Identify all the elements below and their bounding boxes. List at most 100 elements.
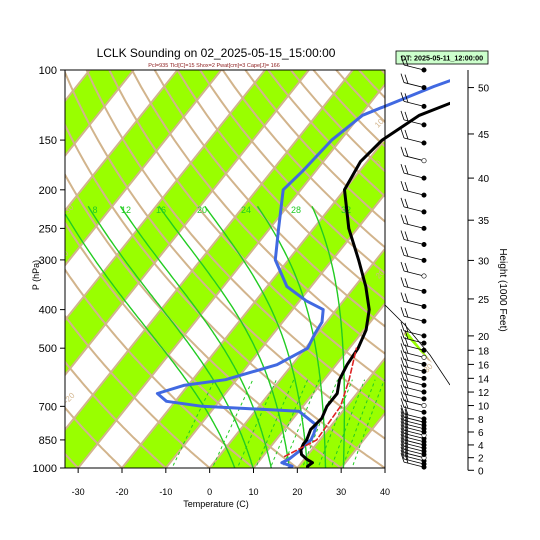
wind-barb-flag	[404, 215, 409, 225]
wind-barb-flag	[400, 408, 405, 418]
wind-barb-station	[421, 158, 427, 164]
wind-barb-flag	[400, 230, 405, 240]
wind-barb-station	[421, 318, 427, 324]
moist-adiabat-line	[204, 205, 309, 468]
temperature-line	[299, 101, 450, 468]
wind-barb-staff	[403, 206, 425, 213]
x-tick-label: -20	[115, 487, 128, 497]
wind-barb-flag	[400, 446, 405, 456]
moist-adiabat-line	[256, 205, 327, 468]
height-tick-label: 16	[478, 360, 490, 371]
wind-barb-staff	[403, 426, 425, 433]
height-tick-label: 35	[478, 216, 490, 227]
parcel-line	[283, 347, 358, 458]
dry-adiabat-line	[176, 70, 450, 350]
y-tick-label: 500	[39, 343, 57, 355]
height-tick-label: 30	[478, 256, 490, 267]
wind-barb-staff	[403, 386, 425, 393]
wind-barb-flag	[404, 444, 409, 454]
wind-barb-staff	[403, 301, 425, 307]
wind-barb-flag	[400, 292, 405, 302]
wind-barb-flag	[400, 449, 405, 460]
wind-barb-station	[421, 242, 427, 248]
green-band	[65, 70, 397, 468]
wind-barb-staff	[403, 82, 425, 88]
wind-barb-station	[421, 333, 427, 339]
x-axis-label: Temperature (C)	[183, 499, 249, 509]
height-tick-label: 4	[478, 441, 484, 452]
height-tick-label: 8	[478, 415, 484, 426]
wind-barb-station	[421, 375, 427, 381]
wind-barb-flag	[400, 128, 405, 139]
wind-barb-staff	[403, 416, 425, 423]
wind-barb-flag	[404, 182, 409, 192]
wind-barb-staff	[403, 330, 425, 337]
wind-barb-flag	[400, 417, 405, 428]
wind-barb-station	[421, 192, 427, 198]
y-tick-label: 150	[39, 135, 57, 147]
wind-barb-flag	[404, 198, 409, 209]
mixing-ratio-line	[330, 379, 366, 468]
wind-barb-flag	[400, 414, 405, 424]
wind-barb-station	[421, 354, 427, 360]
wind-barb-flag	[400, 434, 405, 444]
wind-barb-flag	[400, 364, 405, 374]
wind-barb-station	[421, 288, 427, 294]
wind-barb-staff	[403, 64, 425, 71]
y-tick-label: 700	[39, 401, 57, 413]
moist-adiabat-label: 20	[197, 205, 207, 215]
height-tick-label: 40	[478, 174, 490, 185]
wind-barb-staff	[403, 359, 425, 365]
y-axis-label: P (hPa)	[31, 260, 41, 290]
wind-barb-flag	[400, 411, 405, 421]
wind-barb-flag	[404, 93, 409, 103]
wind-barb-station	[421, 389, 427, 395]
wind-barb-flag	[400, 430, 405, 441]
isotherm-line	[65, 70, 135, 158]
wind-barb-staff	[403, 239, 425, 245]
isotherm-line	[65, 70, 179, 213]
wind-barb-station	[421, 122, 427, 128]
wind-barb-flag	[400, 453, 405, 463]
wind-barb-staff	[403, 372, 425, 379]
isotherm-line	[296, 275, 450, 468]
y-tick-label: 100	[39, 65, 57, 77]
y-tick-label: 1000	[33, 463, 57, 475]
dry-adiabat-label: -20	[62, 391, 77, 406]
x-tick-label: 0	[207, 487, 212, 497]
wind-barb-flag	[400, 307, 405, 317]
wind-barb-staff	[403, 423, 425, 430]
wind-barb-flag	[404, 447, 409, 457]
wind-barb-station	[421, 382, 427, 388]
y-axis: 100 150 200 250 300 400 500 700 850 1000	[33, 65, 65, 475]
wind-barb-flag	[404, 308, 409, 318]
wind-barb-flag	[404, 164, 409, 175]
wind-barb-flag	[400, 214, 405, 224]
height-tick-label: 12	[478, 388, 490, 399]
wind-barb-flag	[400, 437, 405, 447]
dry-adiabat-line	[65, 172, 343, 468]
wind-barb-station	[421, 67, 427, 73]
wind-barb-staff	[403, 285, 425, 292]
wind-barb-staff	[403, 458, 425, 465]
wind-barb-flag	[404, 441, 409, 451]
mixing-ratio-line	[301, 379, 339, 468]
wind-barb-staff	[403, 406, 425, 413]
wind-barb-staff	[403, 400, 425, 406]
y-tick-label: 300	[39, 255, 57, 267]
x-tick-label: 10	[248, 487, 258, 497]
wind-barb-station	[421, 225, 427, 231]
wind-barb-staff	[403, 337, 425, 344]
x-tick-label: 30	[336, 487, 346, 497]
height-tick-label: 45	[478, 130, 490, 141]
dry-adiabat-line	[65, 314, 212, 468]
wind-barb-staff	[403, 461, 425, 468]
mixing-ratio-line	[269, 379, 309, 468]
x-axis: -30 -20 -10 0 10 20 30 40	[72, 468, 390, 497]
wind-barb-flag	[400, 146, 405, 156]
wind-barb-station	[421, 273, 427, 279]
wind-barb-flag	[400, 391, 405, 401]
wind-barb-station	[421, 361, 427, 367]
wind-barb-staff	[403, 351, 425, 358]
